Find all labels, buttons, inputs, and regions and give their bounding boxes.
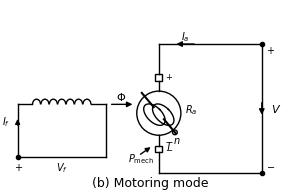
Bar — [155, 146, 162, 152]
Bar — [155, 74, 162, 81]
Text: $n$: $n$ — [173, 136, 181, 146]
Text: $V_f$: $V_f$ — [56, 161, 68, 175]
Text: $I_a$: $I_a$ — [181, 30, 190, 44]
Text: $R_a$: $R_a$ — [185, 103, 197, 117]
Text: (b) Motoring mode: (b) Motoring mode — [92, 177, 208, 190]
Text: $-$: $-$ — [266, 161, 275, 171]
Text: $-$: $-$ — [165, 144, 173, 153]
Text: +: + — [165, 73, 172, 82]
Text: +: + — [14, 163, 22, 173]
Text: +: + — [266, 46, 274, 56]
Text: $T$: $T$ — [165, 139, 173, 152]
Text: $\Phi$: $\Phi$ — [116, 91, 126, 103]
Text: $V$: $V$ — [271, 103, 281, 115]
Text: $I_f$: $I_f$ — [2, 115, 11, 129]
Text: $P_{\rm mech}$: $P_{\rm mech}$ — [128, 152, 154, 166]
